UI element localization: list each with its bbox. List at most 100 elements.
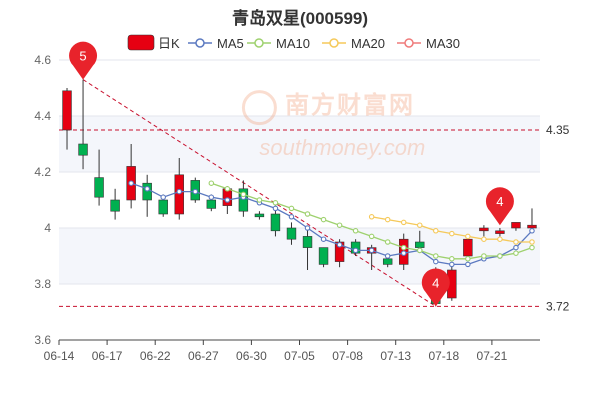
candle [110,188,120,220]
ma-point-ma10 [240,191,247,198]
candle [318,247,329,268]
marker-pin-shape [421,268,450,307]
ma-point-ma5 [176,188,183,195]
y-tick-label: 3.6 [34,333,51,347]
ma-point-ma10 [320,216,327,223]
ma-point-ma20 [497,236,503,242]
candle-body [527,224,537,229]
ma-point-ma5 [304,225,311,231]
candle-body [511,222,521,229]
candle-body [270,213,281,232]
candle-body [382,258,393,265]
candle [495,228,505,237]
ma-point-ma5 [352,247,359,254]
candle [174,158,184,220]
ma-point-ma20 [384,216,391,223]
ma-point-ma5 [336,242,343,248]
ma-point-ma5 [208,194,215,200]
legend-item: MA5 [188,36,244,51]
ma-point-ma5 [400,250,407,256]
legend-swatch-marker [404,38,414,48]
ma-point-ma5 [288,214,295,220]
watermark-logo [241,90,277,126]
marker-pin: 5 [69,41,98,80]
candle [254,211,265,220]
candle-body [318,247,329,265]
ma-point-ma20 [400,219,407,226]
candle-body [158,199,168,215]
watermark-url: southmoney.com [259,135,425,160]
candle [302,228,313,270]
candle [350,239,361,256]
ma-point-ma10 [208,180,215,186]
candle [78,79,88,170]
candle-body [62,90,72,131]
candle-body [302,236,313,248]
x-tick-label: 06-17 [92,349,123,363]
legend-label: 日K [158,36,180,51]
candle [527,208,537,231]
plot-area [59,60,540,340]
ma-point-ma20 [416,222,423,228]
candle-body [206,199,217,209]
candle-body [142,182,152,201]
ma-point-ma5 [192,188,199,195]
candle-body [110,199,120,212]
legend-label: MA5 [217,36,244,51]
x-tick-label: 06-30 [236,349,267,363]
watermark: 南方财富网 southmoney.com [241,90,425,160]
reference-line-label: 3.72 [546,299,570,313]
reference-line-label: 4.35 [546,123,570,137]
ma-point-ma10 [465,256,471,262]
ma-point-ma10 [352,228,359,234]
y-tick-label: 4.6 [34,53,51,67]
y-tick-label: 3.8 [34,277,51,291]
candle [286,222,297,245]
candle-body [463,238,473,257]
ma-point-ma20 [449,230,455,237]
ma-point-ma20 [513,239,519,245]
candle-body [479,227,489,232]
ma-point-ma5 [224,197,231,203]
ma-point-ma5 [384,253,391,259]
ma-point-ma20 [368,214,375,220]
ma-point-ma10 [416,247,423,254]
ma-point-ma5 [128,180,134,186]
ma-point-ma5 [465,261,471,268]
ma-point-ma10 [304,211,311,217]
legend-item: MA10 [247,36,310,51]
ma-point-ma10 [256,197,263,203]
candle [463,236,473,259]
candle-body [334,241,345,262]
ma-point-ma10 [224,186,231,192]
marker-pin-shape [485,187,514,226]
legend-swatch-marker [329,38,339,48]
ma-point-ma10 [497,253,503,259]
candle-body [94,177,104,198]
candle [415,230,425,251]
x-tick-label: 07-21 [477,349,508,363]
legend-swatch-marker [254,38,264,48]
grid-band [59,228,540,284]
candle-body [174,174,184,215]
candle [94,149,104,206]
chart-title: 青岛双星(000599) [231,9,369,28]
legend-label: MA10 [276,36,310,51]
ma-point-ma10 [384,239,391,245]
ma-point-ma10 [449,256,455,262]
ma-point-ma20 [433,228,439,234]
marker-label: 4 [432,275,439,290]
ma-point-ma5 [272,205,279,212]
candle-body [78,143,88,156]
legend-label: MA20 [351,36,385,51]
x-tick-label: 07-18 [428,349,459,363]
ma-point-ma5 [449,261,455,268]
x-tick-label: 06-22 [140,349,171,363]
legend-swatch-marker [195,38,205,48]
marker-pin: 4 [421,268,450,307]
ma-point-ma5 [433,258,439,265]
x-tick-label: 06-14 [44,349,75,363]
ma-point-ma5 [513,244,519,251]
ma-point-ma10 [400,244,407,251]
